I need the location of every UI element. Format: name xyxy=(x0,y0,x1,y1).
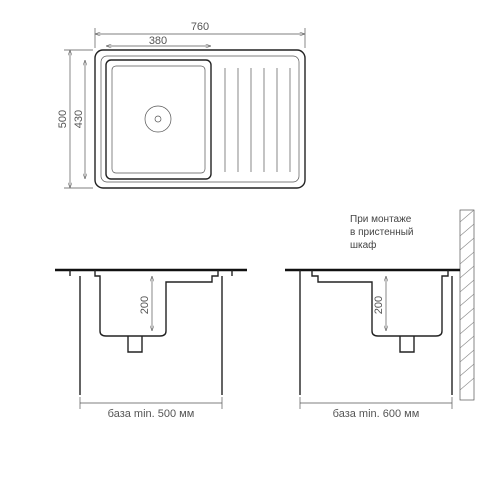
note-line2: в пристенный xyxy=(350,227,414,238)
dim-760: 760 xyxy=(191,21,209,33)
dim-380: 380 xyxy=(149,35,167,47)
section-right: 200 база min. 600 мм При монтаже в прист… xyxy=(285,210,474,420)
dim-500: 500 xyxy=(57,110,69,128)
note-line3: шкаф xyxy=(350,239,376,251)
dim-430: 430 xyxy=(73,110,85,128)
base-left-label: база min. 500 мм xyxy=(108,408,195,420)
base-right-label: база min. 600 мм xyxy=(333,408,420,420)
note-line1: При монтаже xyxy=(350,214,412,225)
top-view: 760 380 500 430 xyxy=(57,21,305,188)
dim-200-left: 200 xyxy=(139,296,151,314)
sink-dimension-diagram: 760 380 500 430 200 база min. 500 мм xyxy=(0,0,500,500)
dim-200-right: 200 xyxy=(373,296,385,314)
section-left: 200 база min. 500 мм xyxy=(55,270,247,420)
